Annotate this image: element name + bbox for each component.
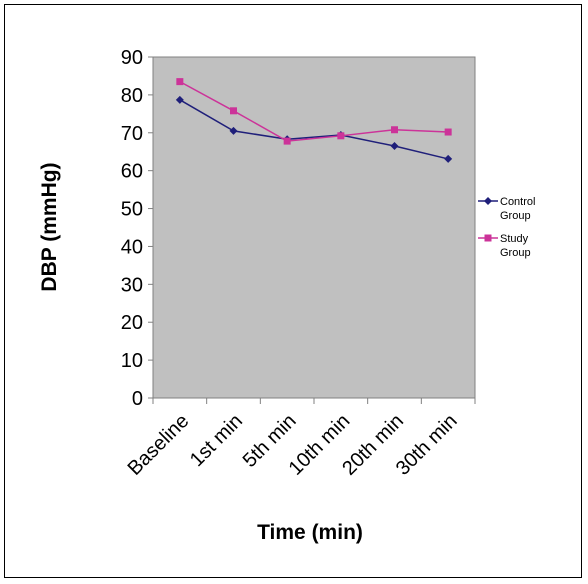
- x-tick-label: Baseline: [124, 410, 194, 480]
- legend-label: Group: [500, 247, 531, 259]
- series-1: [176, 78, 452, 145]
- y-axis-title: DBP (mmHg): [38, 162, 61, 291]
- data-point: [390, 142, 399, 151]
- y-tick-label: 30: [121, 274, 143, 296]
- legend-marker: [484, 197, 492, 205]
- y-tick-label: 0: [132, 388, 143, 410]
- y-tick-label: 10: [121, 350, 143, 372]
- y-tick-label: 70: [121, 123, 143, 145]
- y-tick-label: 50: [121, 199, 143, 221]
- legend-label: Group: [500, 210, 531, 222]
- x-tick-label: 1st min: [186, 410, 247, 471]
- legend-label: Study: [500, 233, 529, 245]
- y-tick-label: 90: [121, 47, 143, 69]
- data-point: [444, 128, 452, 136]
- data-point: [229, 126, 238, 135]
- data-point: [175, 95, 184, 104]
- legend: Control Group Study Group: [477, 188, 535, 270]
- y-tick-label: 60: [121, 161, 143, 183]
- data-point: [176, 78, 184, 86]
- legend-entry: Study Group: [478, 233, 531, 259]
- data-point: [391, 126, 398, 134]
- data-point: [283, 137, 291, 145]
- data-point: [230, 107, 237, 115]
- x-axis-title: Time (min): [257, 521, 363, 544]
- series-line: [179, 80, 449, 142]
- series-line: [179, 99, 449, 160]
- data-point: [444, 154, 453, 163]
- y-tick-label: 20: [121, 312, 143, 334]
- data-point: [337, 132, 345, 140]
- series-layer: [175, 78, 453, 163]
- y-axis: 0 10 20 30 40 50 60 70 80 90: [121, 47, 154, 410]
- legend-marker: [484, 234, 492, 242]
- y-tick-label: 80: [121, 85, 143, 107]
- y-tick-label: 40: [121, 236, 143, 258]
- plot-area: [152, 56, 476, 399]
- chart-frame: 0 10 20 30 40 50 60 70 80 90 Baseline 1st min 5th m…: [4, 4, 582, 578]
- legend-label: Control: [500, 196, 535, 208]
- legend-entry: Control Group: [478, 196, 535, 222]
